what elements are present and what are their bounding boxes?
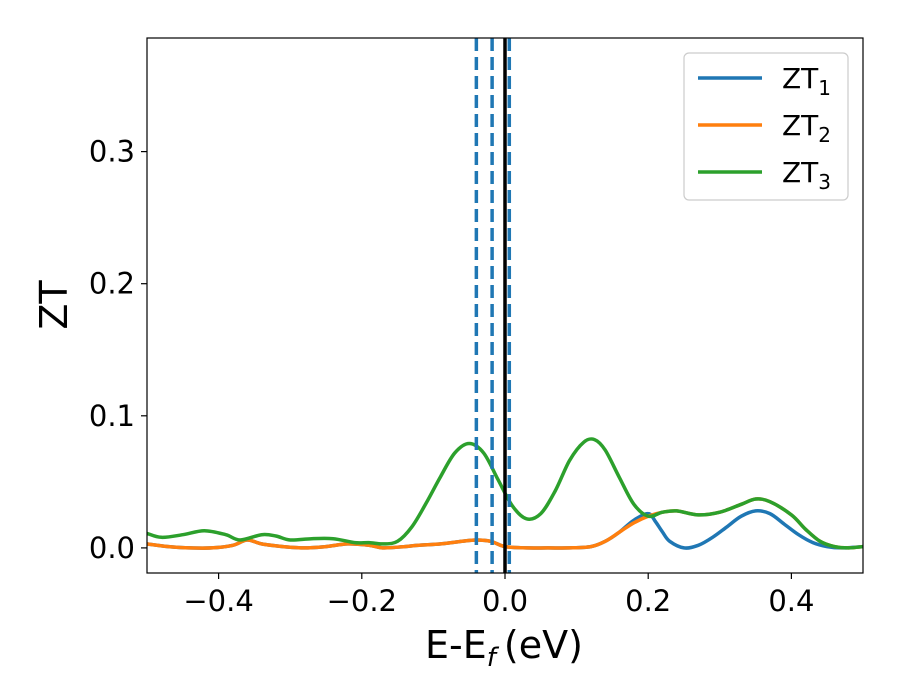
- series-line-zt3: [147, 437, 863, 550]
- y-axis-label: ZT: [32, 280, 76, 330]
- x-tick-label: −0.2: [327, 584, 397, 618]
- y-tick-label: 0.3: [89, 135, 135, 169]
- y-axis-ticks: 0.0 0.1 0.2 0.3: [89, 135, 147, 565]
- legend-box: [683, 52, 849, 201]
- series-lines: [147, 437, 863, 550]
- y-tick-label: 0.2: [89, 267, 135, 301]
- legend: ZT1 ZT2 ZT3: [683, 52, 849, 201]
- x-tick-label: 0.4: [768, 584, 814, 618]
- x-tick-label: 0.2: [625, 584, 671, 618]
- y-tick-label: 0.1: [89, 399, 135, 433]
- x-tick-label: 0.0: [482, 584, 528, 618]
- legend-label-zt3: ZT3: [782, 156, 831, 194]
- fermi-reference-lines: [474, 38, 512, 573]
- x-axis-ticks: −0.4 −0.2 0.0 0.2 0.4: [183, 573, 814, 618]
- legend-label-zt2: ZT2: [782, 109, 831, 147]
- y-tick-label: 0.0: [89, 531, 135, 565]
- x-axis-label: E-Ef (eV): [425, 623, 583, 673]
- legend-label-zt1: ZT1: [782, 62, 831, 100]
- x-tick-label: −0.4: [183, 584, 253, 618]
